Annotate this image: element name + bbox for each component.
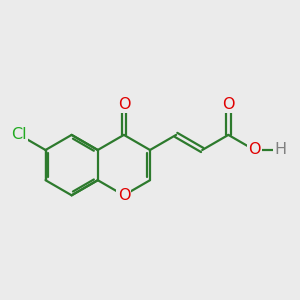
Text: O: O <box>248 142 261 158</box>
Text: O: O <box>222 97 235 112</box>
Text: Cl: Cl <box>12 128 27 142</box>
Text: O: O <box>118 188 130 203</box>
Text: H: H <box>274 142 287 158</box>
Text: O: O <box>118 97 130 112</box>
